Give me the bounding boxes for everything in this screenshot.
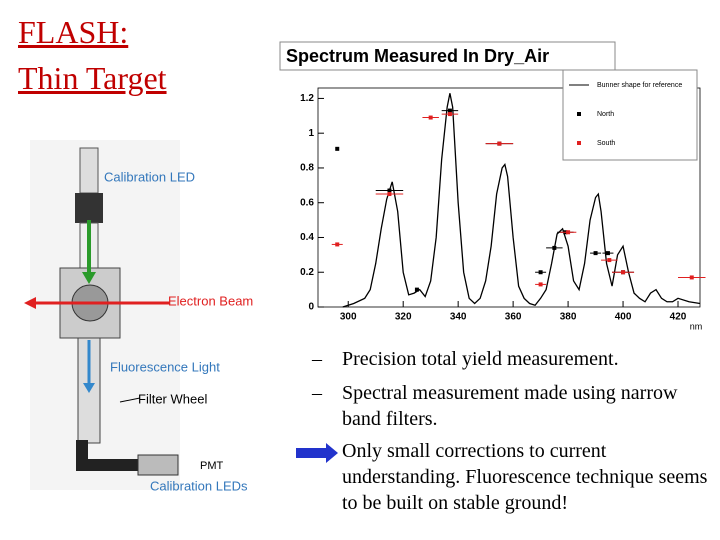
point	[593, 251, 598, 256]
point	[689, 275, 694, 280]
title-box	[279, 41, 616, 71]
label-leds: Calibration LEDs	[150, 478, 248, 493]
point	[414, 287, 419, 292]
label-pmt: PMT	[200, 460, 224, 472]
point	[621, 270, 626, 275]
x-tick-label: 320	[395, 312, 412, 323]
label-filter: Filter Wheel	[138, 391, 207, 406]
y-tick-label: 1.2	[300, 93, 314, 104]
y-tick-label: 0	[308, 302, 314, 313]
point	[552, 245, 557, 250]
pmt-pipe	[76, 440, 160, 471]
slide-title-line1: FLASH:	[18, 14, 129, 50]
blue-arrow	[296, 443, 338, 463]
plot-frame	[317, 87, 701, 308]
point	[566, 230, 571, 235]
legend-swatch	[577, 112, 581, 116]
pmt	[137, 454, 179, 476]
apparatus-diagram: Calibration LED Electron Beam Fluorescen…	[24, 140, 253, 493]
bullet: – Spectral measurement made using narrow …	[312, 380, 712, 432]
led-housing	[79, 147, 99, 194]
y-tick-label: 1	[308, 128, 314, 139]
bullet-text: Precision total yield measurement.	[342, 348, 619, 370]
bullet-text: Spectral measurement made using narrow b…	[342, 382, 678, 430]
x-tick-label: 300	[340, 312, 357, 323]
point	[538, 282, 543, 287]
point	[335, 146, 340, 151]
legend-label: North	[597, 111, 614, 118]
filter-pointer	[119, 397, 141, 403]
legend-label: South	[597, 140, 615, 147]
y-tick-label: 0.8	[300, 163, 314, 174]
bullet: – Precision total yield measurement.	[312, 346, 712, 372]
chart-title: Spectrum Measured In Dry_Air	[286, 46, 549, 66]
point	[605, 251, 610, 256]
led-arrowhead	[82, 272, 96, 284]
flange	[75, 193, 103, 223]
x-tick-label: 400	[615, 312, 632, 323]
label-fluor: Fluorescence Light	[110, 359, 220, 374]
point	[447, 112, 452, 117]
reference-line	[342, 93, 701, 308]
point	[335, 242, 340, 247]
point	[497, 141, 502, 146]
point	[428, 115, 433, 120]
bullet-marker: –	[312, 348, 322, 370]
x-axis-label: nm	[690, 321, 703, 331]
bullet: Only small corrections to current unders…	[312, 438, 712, 516]
label-led: Calibration LED	[104, 169, 195, 184]
beam-arrowhead	[24, 297, 36, 309]
x-tick-label: 420	[670, 312, 687, 323]
point	[387, 192, 392, 197]
x-tick-label: 380	[560, 312, 577, 323]
bullet-marker: –	[312, 382, 322, 404]
legend-swatch	[577, 141, 581, 145]
bullet-text: Only small corrections to current unders…	[342, 440, 708, 514]
point	[387, 188, 392, 193]
point	[447, 108, 452, 113]
point	[607, 258, 612, 263]
label-beam: Electron Beam	[168, 293, 253, 308]
fluor-arrowhead	[83, 383, 95, 393]
y-tick-label: 0.6	[300, 197, 314, 208]
x-tick-label: 360	[505, 312, 522, 323]
chart: Spectrum Measured In Dry_Air 0 0.2 0.4 0.6 0.…	[279, 41, 706, 331]
slide-title-line2: Thin Target	[18, 60, 167, 96]
x-tick-label: 340	[450, 312, 467, 323]
y-tick-label: 0.4	[300, 232, 314, 243]
point	[538, 270, 543, 275]
legend-label: Bunner shape for reference	[597, 82, 682, 89]
y-tick-label: 0.2	[300, 267, 314, 278]
